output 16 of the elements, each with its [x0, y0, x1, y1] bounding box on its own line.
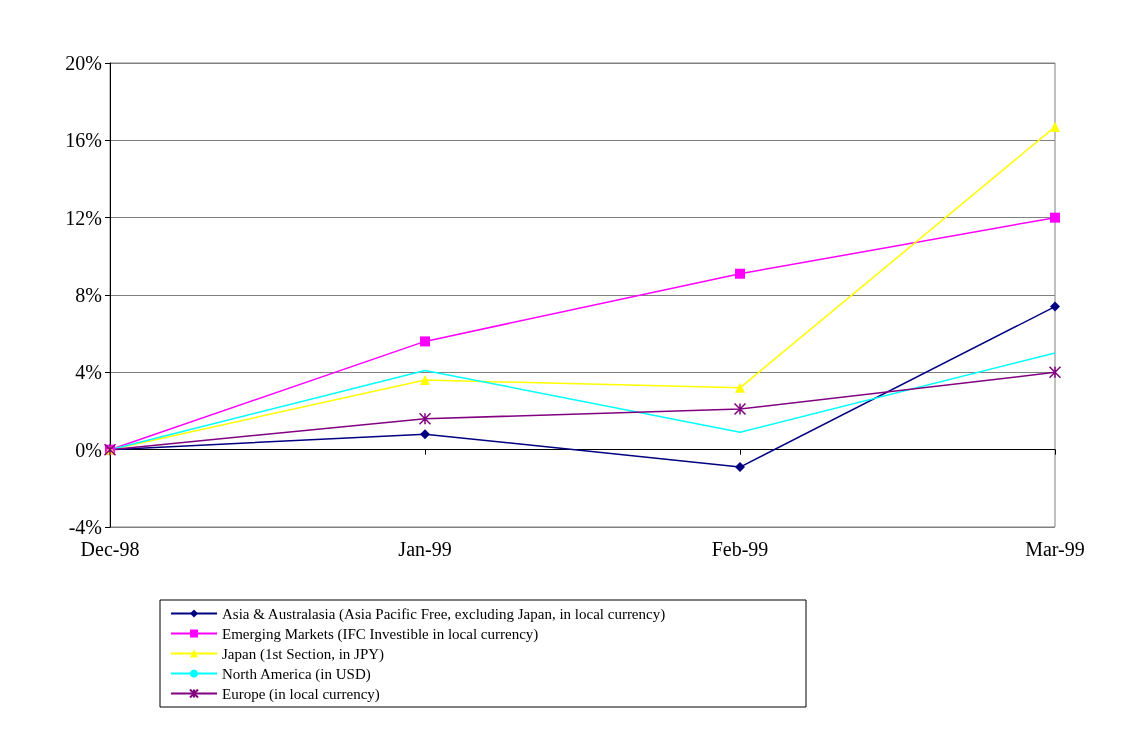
y-tick-label: 20%	[65, 52, 102, 74]
y-tick-label: 4%	[75, 361, 102, 384]
y-tick-label: -4%	[68, 516, 102, 538]
y-tick-label: 8%	[75, 284, 102, 306]
legend-label: Emerging Markets (IFC Investible in local currency)	[222, 625, 539, 643]
legend-label: Asia & Australasia (Asia Pacific Free, excluding Japan, in local currency)	[222, 605, 666, 623]
y-tick-label: 12%	[65, 206, 102, 229]
y-tick-label: 0%	[75, 438, 102, 461]
legend-label: Europe (in local currency)	[222, 685, 380, 703]
legend-label: Japan (1st Section, in JPY)	[222, 645, 385, 663]
x-tick-label: Feb-99	[711, 538, 769, 560]
x-tick-label: Jan-99	[398, 538, 452, 560]
y-tick-label: 16%	[65, 129, 102, 152]
x-tick-label: Dec-98	[80, 538, 140, 560]
legend-label: North America (in USD)	[222, 665, 371, 683]
x-tick-label: Mar-99	[1025, 538, 1085, 560]
